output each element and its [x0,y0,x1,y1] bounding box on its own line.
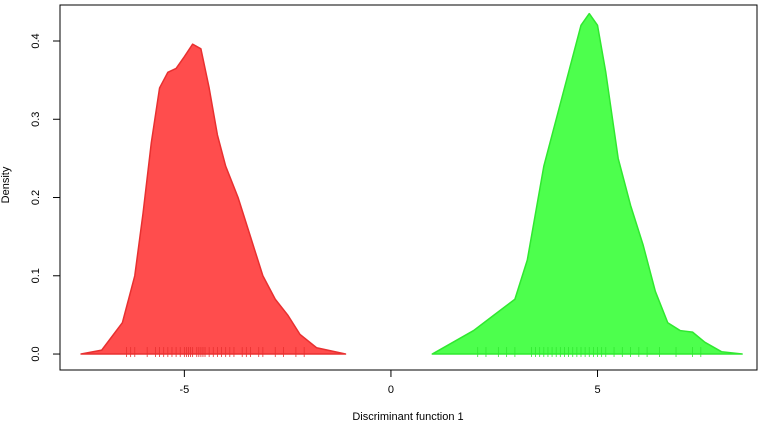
y-tick-label: 0.2 [30,190,42,205]
x-tick-label: -5 [179,384,189,396]
y-tick-label: 0.3 [30,112,42,127]
plot-frame [59,4,758,371]
x-tick-label: 5 [594,384,600,396]
density-area [80,43,347,355]
y-axis-label: Density [0,166,12,203]
y-tick-label: 0.0 [30,346,42,361]
x-axis-label: Discriminant function 1 [352,411,463,423]
x-tick-label: 0 [388,384,394,396]
y-tick-label: 0.1 [30,268,42,283]
y-tick-label: 0.4 [30,33,42,48]
density-area [431,12,743,355]
